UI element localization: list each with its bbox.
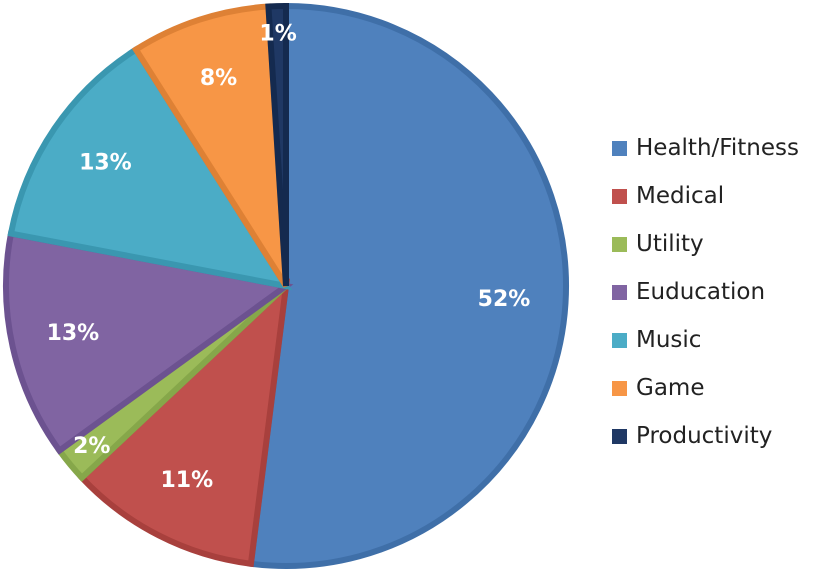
- slice-music: [7, 45, 293, 291]
- legend-item-euducation: Euducation: [612, 268, 824, 316]
- legend-label: Music: [636, 327, 702, 353]
- data-label-productivity: 1%: [259, 22, 296, 47]
- legend-label: Medical: [636, 183, 725, 209]
- data-label-euducation: 13%: [47, 321, 100, 346]
- legend-label: Health/Fitness: [636, 135, 799, 161]
- legend-swatch: [612, 188, 627, 204]
- legend-swatch: [612, 380, 627, 396]
- legend-item-game: Game: [612, 364, 824, 412]
- legend: Health/Fitness Medical Utility Euducation Mu…: [612, 124, 824, 460]
- legend-swatch: [612, 236, 627, 252]
- data-label-medical: 11%: [160, 468, 213, 493]
- legend-item-health-fitness: Health/Fitness: [612, 124, 824, 172]
- pie-chart-svg: 52% 11% 2% 13% 13% 8% 1%: [3, 2, 569, 569]
- legend-swatch: [612, 284, 627, 300]
- legend-swatch: [612, 332, 627, 348]
- slice-productivity: [265, 2, 289, 287]
- legend-item-music: Music: [612, 316, 824, 364]
- legend-item-productivity: Productivity: [612, 412, 824, 460]
- data-label-music: 13%: [79, 151, 132, 176]
- data-label-utility: 2%: [73, 434, 110, 459]
- legend-label: Game: [636, 375, 705, 401]
- slice-euducation: [3, 230, 294, 455]
- legend-swatch: [612, 428, 627, 444]
- legend-item-utility: Utility: [612, 220, 824, 268]
- slice-medical: [77, 278, 291, 568]
- slice-health-fitness: [247, 2, 569, 569]
- legend-swatch: [612, 140, 627, 156]
- slice-game: [131, 3, 289, 288]
- legend-item-medical: Medical: [612, 172, 824, 220]
- data-label-game: 8%: [200, 66, 237, 91]
- data-label-health-fitness: 52%: [478, 287, 531, 312]
- legend-label: Productivity: [636, 423, 773, 449]
- legend-label: Euducation: [636, 279, 766, 305]
- legend-label: Utility: [636, 231, 704, 257]
